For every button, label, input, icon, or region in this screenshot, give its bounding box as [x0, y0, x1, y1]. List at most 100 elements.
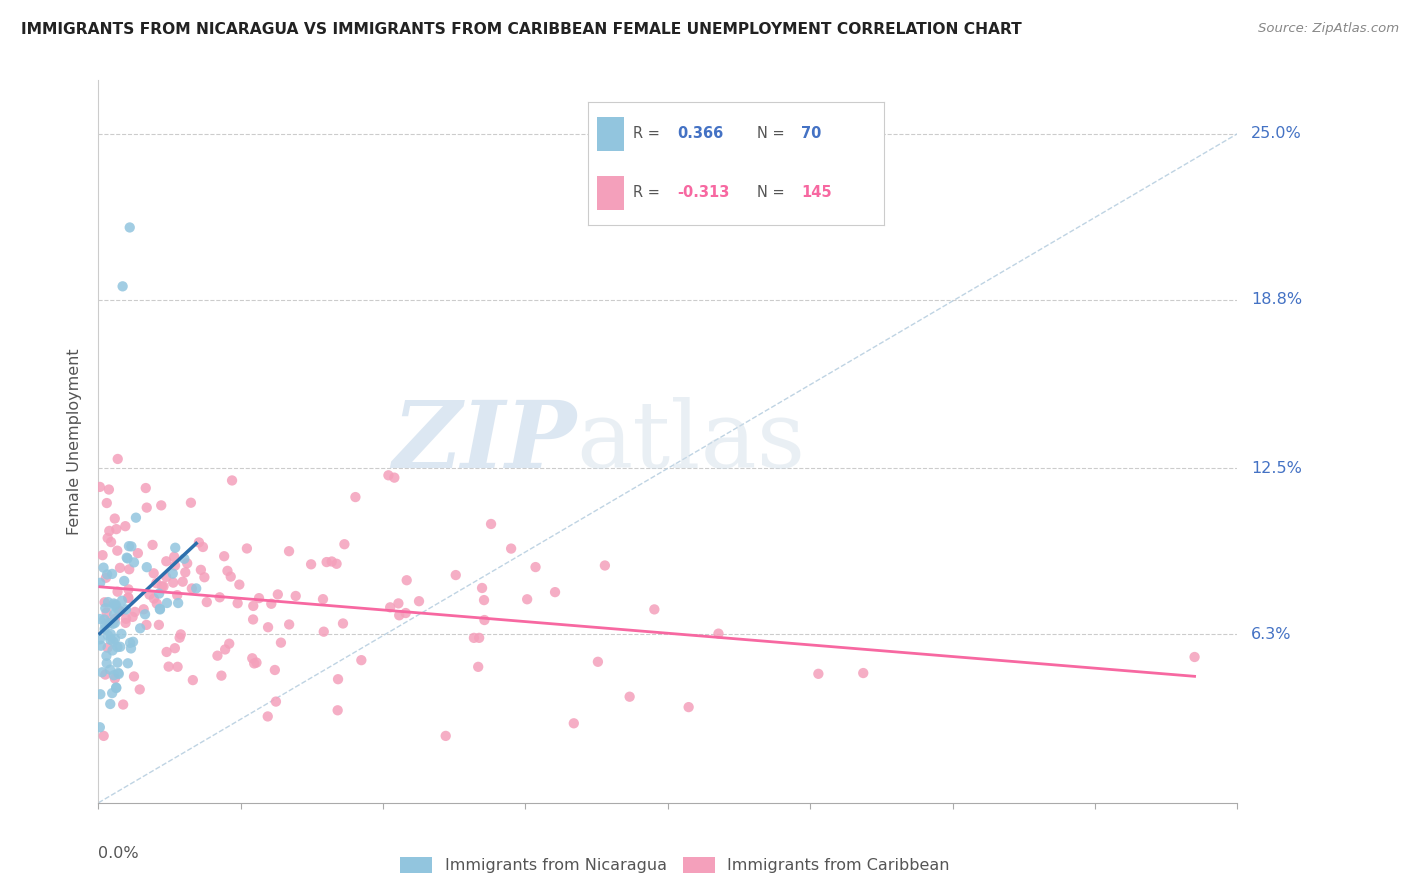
Point	[93, 729, 115, 743]
Point	[101, 617, 124, 632]
Point	[467, 660, 489, 674]
Point	[169, 631, 191, 645]
Point	[91, 665, 114, 680]
Point	[114, 519, 136, 533]
Point	[115, 602, 138, 616]
Point	[326, 703, 349, 717]
Point	[218, 637, 240, 651]
Point	[111, 279, 134, 293]
Point	[155, 554, 177, 568]
Point	[166, 660, 188, 674]
Point	[162, 575, 184, 590]
Point	[544, 585, 567, 599]
Point	[321, 554, 343, 568]
Point	[97, 615, 120, 629]
Point	[333, 537, 356, 551]
Point	[104, 615, 127, 630]
Point	[104, 612, 127, 626]
Point	[678, 700, 700, 714]
Point	[157, 659, 180, 673]
Point	[325, 557, 347, 571]
Point	[94, 601, 117, 615]
Point	[90, 639, 112, 653]
Point	[115, 550, 138, 565]
Point	[97, 531, 120, 545]
Point	[149, 602, 172, 616]
Point	[155, 645, 177, 659]
Point	[463, 631, 485, 645]
Point	[117, 657, 139, 671]
Point	[89, 632, 111, 647]
Point	[150, 579, 173, 593]
Point	[135, 481, 157, 495]
Point	[247, 591, 270, 606]
Point	[479, 516, 502, 531]
Point	[145, 576, 167, 591]
Point	[98, 697, 121, 711]
Point	[135, 560, 157, 574]
Point	[112, 698, 135, 712]
Point	[118, 539, 141, 553]
Point	[242, 612, 264, 626]
Point	[105, 681, 128, 695]
Point	[107, 640, 129, 654]
Point	[312, 592, 335, 607]
Point	[110, 627, 132, 641]
Point	[103, 668, 125, 682]
Point	[150, 499, 173, 513]
Point	[105, 681, 128, 695]
Point	[117, 582, 139, 597]
Point	[256, 709, 278, 723]
Point	[176, 557, 198, 571]
Point	[593, 558, 616, 573]
Point	[165, 541, 187, 555]
Point	[120, 636, 142, 650]
Point	[163, 641, 186, 656]
Point	[108, 604, 131, 618]
Point	[524, 560, 547, 574]
Point	[148, 618, 170, 632]
Point	[170, 627, 193, 641]
Point	[93, 622, 115, 636]
Point	[243, 657, 266, 671]
Point	[193, 570, 215, 584]
Text: 12.5%: 12.5%	[1251, 461, 1302, 475]
Point	[108, 640, 131, 654]
Point	[138, 588, 160, 602]
Point	[208, 591, 231, 605]
Point	[444, 568, 467, 582]
Point	[142, 538, 165, 552]
Text: Source: ZipAtlas.com: Source: ZipAtlas.com	[1258, 22, 1399, 36]
Point	[278, 544, 301, 558]
Point	[707, 626, 730, 640]
Point	[468, 631, 491, 645]
Point	[264, 695, 287, 709]
Point	[89, 687, 111, 701]
Legend: Immigrants from Nicaragua, Immigrants from Caribbean: Immigrants from Nicaragua, Immigrants fr…	[394, 850, 956, 880]
Point	[156, 596, 179, 610]
Point	[120, 540, 142, 554]
Point	[98, 616, 121, 631]
Point	[149, 602, 172, 616]
Point	[135, 500, 157, 515]
Point	[97, 595, 120, 609]
Point	[388, 608, 411, 623]
Point	[377, 468, 399, 483]
Point	[474, 613, 496, 627]
Point	[98, 632, 121, 647]
Point	[115, 612, 138, 626]
Point	[284, 589, 307, 603]
Point	[101, 566, 124, 581]
Point	[472, 593, 495, 607]
Point	[96, 606, 118, 620]
Point	[104, 672, 127, 686]
Point	[97, 640, 120, 655]
Point	[134, 607, 156, 622]
Point	[107, 667, 129, 681]
Point	[142, 566, 165, 581]
Point	[191, 540, 214, 554]
Point	[93, 595, 115, 609]
Point	[105, 601, 128, 615]
Point	[96, 657, 118, 671]
Point	[127, 546, 149, 560]
